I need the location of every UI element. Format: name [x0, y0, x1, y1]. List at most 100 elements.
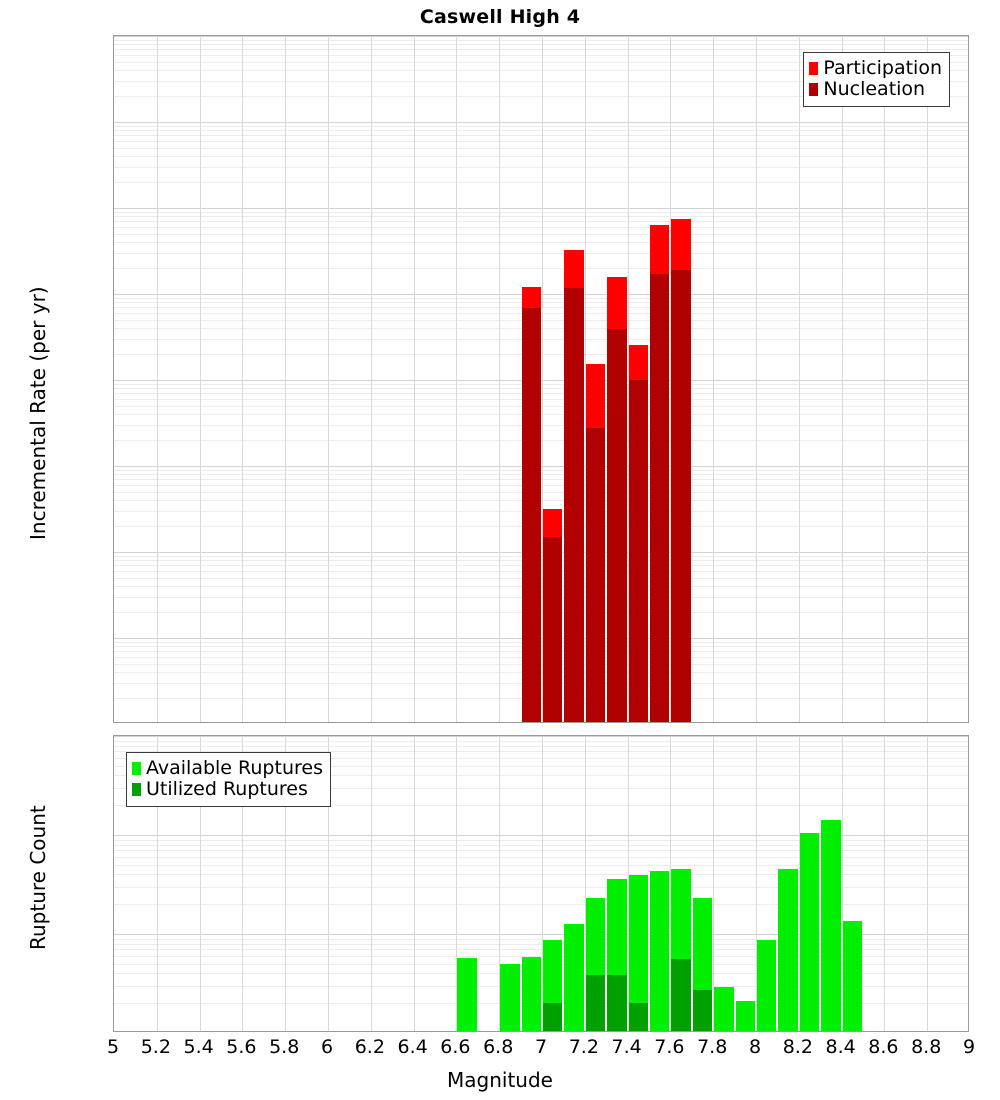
bar-nucleation [564, 288, 584, 722]
bar-available-ruptures [585, 898, 606, 1031]
bar-available-ruptures [757, 939, 777, 1031]
gridline-horizontal-minor [114, 319, 968, 321]
x-tick-label: 6.4 [397, 1036, 428, 1058]
bar-available-ruptures [607, 879, 627, 1031]
incremental-rate-legend: Participation Nucleation [803, 52, 950, 107]
bar-participation [543, 508, 563, 722]
x-tick-label: 7.2 [568, 1036, 599, 1058]
gridline-vertical [157, 36, 158, 722]
legend-label-nucleation: Nucleation [823, 78, 926, 100]
gridline-horizontal-minor [114, 586, 968, 588]
incremental-rate-plot-area [114, 36, 968, 722]
gridline-horizontal-major [114, 122, 968, 123]
legend-item-utilized-ruptures: Utilized Ruptures [132, 780, 323, 799]
bar-available-ruptures [543, 940, 563, 1031]
x-tick-label: 8.2 [782, 1036, 813, 1058]
rupture-count-y-tick-labels: 103102101100 [0, 0, 107, 1040]
gridline-horizontal-minor [114, 130, 968, 132]
bar-participation [585, 364, 606, 722]
gridline-horizontal-minor [114, 211, 968, 213]
x-tick-label: 5.4 [183, 1036, 214, 1058]
bar-nucleation [671, 270, 691, 722]
gridline-vertical [713, 36, 714, 722]
gridline-horizontal-minor [114, 641, 968, 643]
legend-item-nucleation: Nucleation [809, 80, 942, 99]
gridline-horizontal-minor [114, 135, 968, 137]
gridline-horizontal-minor [114, 307, 968, 309]
bar-available-ruptures [457, 957, 477, 1031]
x-tick-label: 5.2 [140, 1036, 171, 1058]
x-tick-label: 8.4 [825, 1036, 856, 1058]
bar-utilized-ruptures [585, 974, 606, 1031]
rupture-count-axis-title: Rupture Count [26, 805, 50, 950]
x-tick-label: 6.6 [440, 1036, 471, 1058]
gridline-horizontal-major [114, 736, 968, 737]
bar-available-ruptures [799, 833, 820, 1031]
x-tick-label: 5.6 [226, 1036, 257, 1058]
gridline-horizontal-minor [114, 510, 968, 512]
gridline-horizontal-minor [114, 555, 968, 557]
gridline-horizontal-minor [114, 474, 968, 476]
gridline-horizontal-minor [114, 479, 968, 481]
bar-nucleation [607, 329, 627, 722]
gridline-horizontal-major [114, 36, 968, 37]
x-tick-label: 5 [106, 1036, 120, 1058]
bar-available-ruptures [671, 869, 691, 1031]
bar-available-ruptures [564, 924, 584, 1031]
bar-available-ruptures [521, 956, 541, 1031]
gridline-horizontal-minor [114, 221, 968, 223]
gridline-horizontal-minor [114, 663, 968, 665]
legend-item-participation: Participation [809, 59, 942, 78]
x-tick-label: 8.8 [911, 1036, 942, 1058]
gridline-horizontal-minor [114, 383, 968, 385]
gridline-vertical [285, 36, 286, 722]
bar-available-ruptures [500, 963, 520, 1031]
gridline-horizontal-minor [114, 596, 968, 598]
bar-participation [628, 345, 648, 722]
gridline-horizontal-minor [114, 156, 968, 158]
x-tick-label: 6.8 [483, 1036, 514, 1058]
legend-swatch-nucleation [809, 83, 819, 96]
gridline-horizontal-major [114, 552, 968, 553]
gridline-horizontal-minor [114, 405, 968, 407]
gridline-horizontal-minor [114, 565, 968, 567]
gridline-vertical [414, 36, 415, 722]
x-tick-label: 8.6 [868, 1036, 899, 1058]
bar-utilized-ruptures [607, 974, 627, 1031]
bar-participation [607, 276, 627, 722]
gridline-vertical [242, 36, 243, 722]
gridline-horizontal-minor [114, 698, 968, 700]
bar-participation [564, 249, 584, 722]
gridline-horizontal-minor [114, 424, 968, 426]
x-tick-label: 7.8 [697, 1036, 728, 1058]
gridline-vertical [371, 736, 372, 1031]
bar-available-ruptures [821, 820, 841, 1031]
bar-utilized-ruptures [692, 989, 713, 1031]
gridline-horizontal-minor [114, 560, 968, 562]
gridline-horizontal-minor [114, 657, 968, 659]
gridline-horizontal-minor [114, 338, 968, 340]
gridline-horizontal-minor [114, 302, 968, 304]
gridline-horizontal-minor [114, 39, 968, 41]
legend-swatch-available-ruptures [132, 762, 141, 775]
gridline-horizontal-minor [114, 147, 968, 149]
x-axis-title: Magnitude [447, 1068, 553, 1092]
gridline-horizontal-minor [114, 242, 968, 244]
gridline-horizontal-minor [114, 672, 968, 674]
gridline-horizontal-minor [114, 646, 968, 648]
bar-participation [521, 286, 541, 722]
gridline-horizontal-minor [114, 141, 968, 143]
bar-available-ruptures [842, 920, 862, 1031]
gridline-vertical [371, 36, 372, 722]
gridline-horizontal-minor [114, 233, 968, 235]
gridline-horizontal-minor [114, 399, 968, 401]
gridline-horizontal-minor [114, 526, 968, 528]
legend-label-utilized-ruptures: Utilized Ruptures [146, 778, 308, 800]
gridline-vertical [756, 36, 757, 722]
gridline-horizontal-minor [114, 313, 968, 315]
gridline-horizontal-minor [114, 682, 968, 684]
gridline-horizontal-minor [114, 49, 968, 51]
gridline-horizontal-minor [114, 297, 968, 299]
gridline-horizontal-minor [114, 469, 968, 471]
gridline-horizontal-minor [114, 227, 968, 229]
